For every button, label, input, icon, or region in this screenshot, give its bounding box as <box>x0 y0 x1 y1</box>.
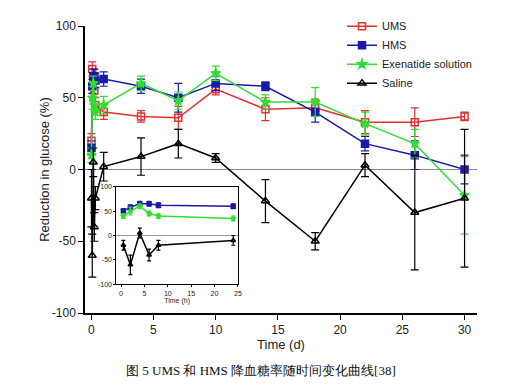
svg-text:15: 15 <box>271 323 285 337</box>
svg-text:-100: -100 <box>52 306 76 320</box>
svg-text:100: 100 <box>100 183 112 190</box>
svg-text:Time (h): Time (h) <box>164 297 190 305</box>
svg-text:-50: -50 <box>102 256 112 263</box>
svg-text:50: 50 <box>104 208 112 215</box>
svg-text:10: 10 <box>209 323 223 337</box>
svg-text:50: 50 <box>62 91 76 105</box>
svg-text:100: 100 <box>56 19 76 33</box>
svg-text:25: 25 <box>396 323 410 337</box>
svg-text:20: 20 <box>211 290 219 297</box>
svg-text:30: 30 <box>458 323 472 337</box>
svg-text:Time (d): Time (d) <box>257 337 305 352</box>
svg-text:5: 5 <box>150 323 157 337</box>
svg-text:0: 0 <box>69 163 76 177</box>
svg-text:25: 25 <box>234 290 242 297</box>
svg-text:0: 0 <box>119 290 123 297</box>
svg-text:-100: -100 <box>98 281 112 288</box>
svg-text:5: 5 <box>142 290 146 297</box>
svg-text:UMS: UMS <box>382 20 406 32</box>
svg-text:10: 10 <box>164 290 172 297</box>
svg-text:Exenatide solution: Exenatide solution <box>382 58 472 70</box>
svg-text:20: 20 <box>333 323 347 337</box>
svg-text:15: 15 <box>187 290 195 297</box>
svg-text:Saline: Saline <box>382 77 413 89</box>
svg-text:0: 0 <box>108 232 112 239</box>
svg-text:0: 0 <box>88 323 95 337</box>
svg-text:-50: -50 <box>59 234 77 248</box>
svg-text:HMS: HMS <box>382 39 406 51</box>
svg-text:Reduction in glucose (%): Reduction in glucose (%) <box>37 97 52 242</box>
svg-text:图 5 UMS 和 HMS 降血糖率随时间变化曲线[38]: 图 5 UMS 和 HMS 降血糖率随时间变化曲线[38] <box>126 363 396 378</box>
